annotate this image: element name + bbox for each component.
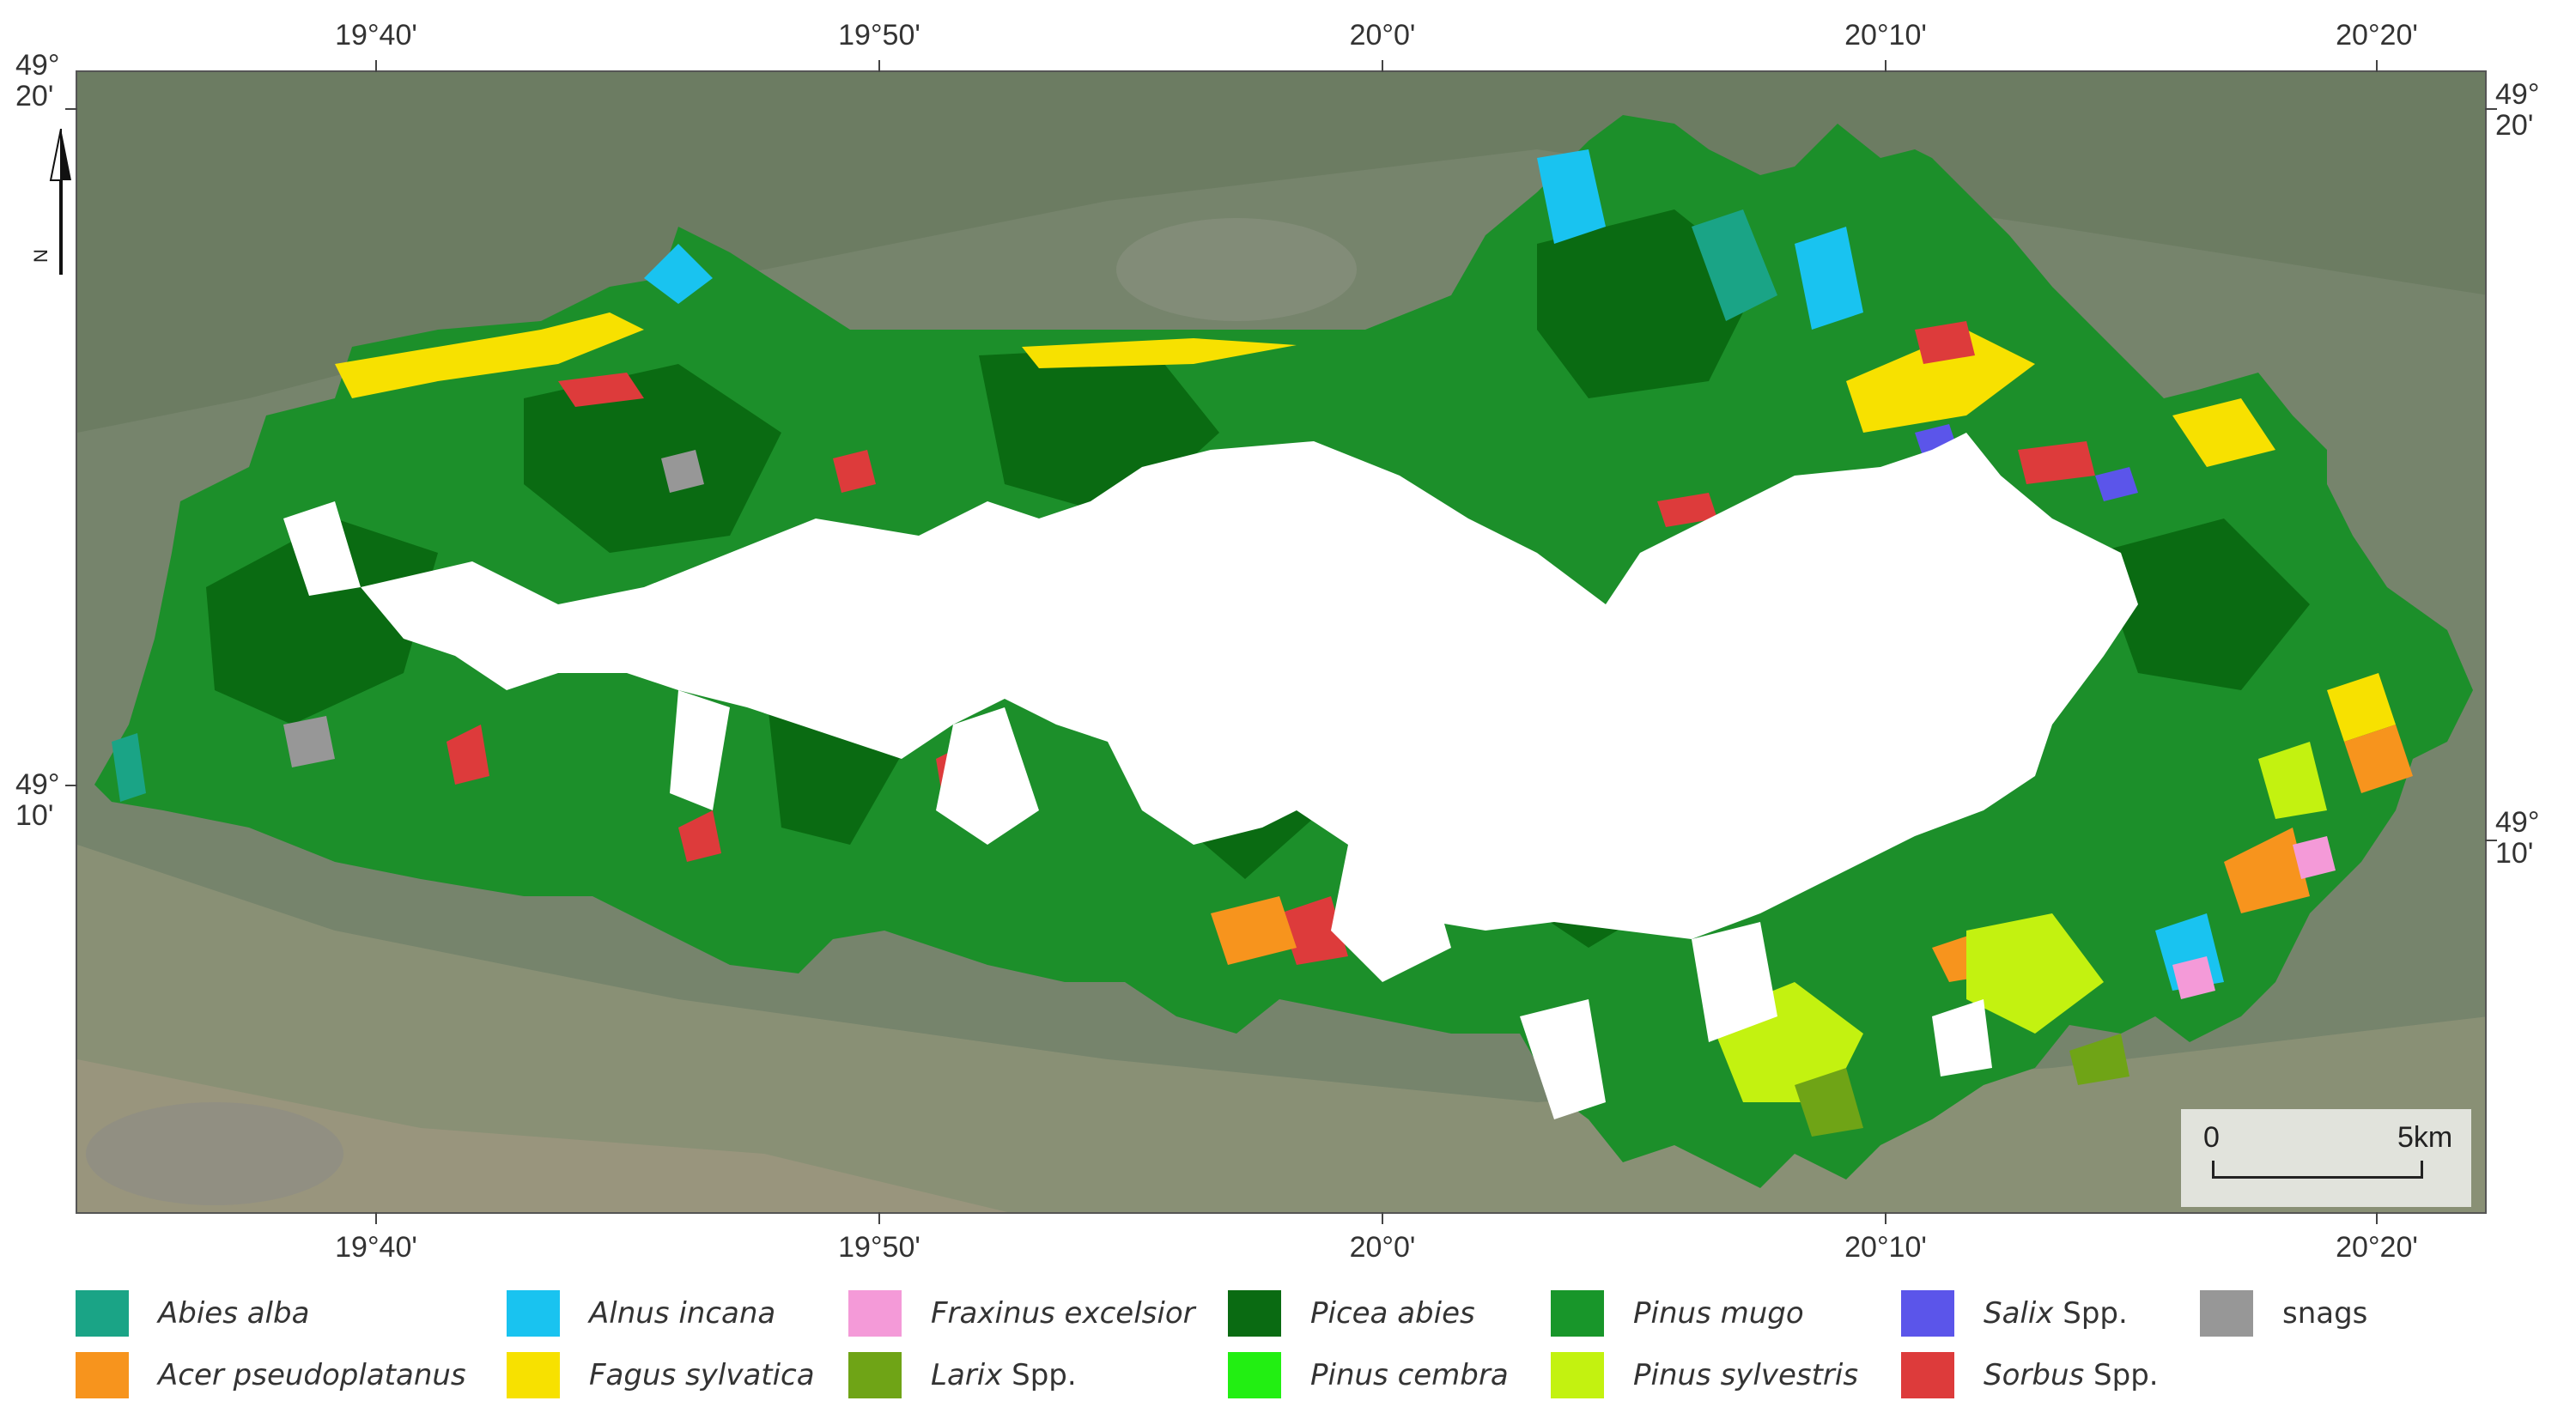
- legend-label: Salix Spp.: [1984, 1296, 2128, 1331]
- lon-label-top: 20°10': [1844, 19, 1927, 52]
- legend-label: Fagus sylvatica: [589, 1358, 815, 1392]
- legend-swatch: [1551, 1352, 1604, 1398]
- legend-swatch: [1228, 1290, 1281, 1337]
- legend-item-fraxinus-excelsior: Fraxinus excelsior: [848, 1288, 1195, 1339]
- lon-tick-top: [2376, 60, 2378, 72]
- scale-start-label: 0: [2203, 1121, 2220, 1154]
- legend-label: Picea abies: [1310, 1296, 1475, 1331]
- legend-swatch: [1901, 1352, 1954, 1398]
- legend-swatch: [507, 1290, 560, 1337]
- lon-tick-top: [1885, 60, 1886, 72]
- lon-tick-bottom: [878, 1212, 880, 1224]
- legend-item-alnus-incana: Alnus incana: [507, 1288, 775, 1339]
- legend-label: Sorbus Spp.: [1984, 1358, 2159, 1392]
- lat-degree: 49°: [15, 49, 60, 82]
- legend-label: Pinus cembra: [1310, 1358, 1509, 1392]
- lon-label-bottom: 19°50': [838, 1231, 920, 1264]
- legend-item-salix: Salix Spp.: [1901, 1288, 2128, 1339]
- lat-label-right: 49° 10': [2495, 807, 2539, 869]
- lat-tick-right: [2485, 108, 2497, 110]
- legend-item-fagus-sylvatica: Fagus sylvatica: [507, 1349, 815, 1401]
- lon-tick-top: [375, 60, 377, 72]
- lon-label-top: 19°50': [838, 19, 920, 52]
- alpine-nonforest-area: [361, 433, 2138, 939]
- legend-swatch: [507, 1352, 560, 1398]
- legend-item-snags: snags: [2200, 1288, 2367, 1339]
- legend-item-abies-alba: Abies alba: [76, 1288, 309, 1339]
- lon-label-bottom: 20°10': [1844, 1231, 1927, 1264]
- lon-tick-bottom: [1885, 1212, 1886, 1224]
- scale-end-label: 5km: [2397, 1121, 2453, 1154]
- scale-tick-end: [2421, 1161, 2423, 1179]
- legend-swatch: [1228, 1352, 1281, 1398]
- lat-degree: 49°: [2495, 78, 2540, 111]
- lat-tick-left: [65, 785, 77, 786]
- legend-item-picea-abies: Picea abies: [1228, 1288, 1475, 1339]
- legend: Abies alba Acer pseudoplatanus Alnus inc…: [76, 1288, 2497, 1408]
- lat-minute: 10': [2495, 837, 2534, 870]
- lon-tick-bottom: [2376, 1212, 2378, 1224]
- lat-degree: 49°: [2495, 806, 2540, 839]
- lat-tick-left: [65, 108, 77, 110]
- legend-swatch: [76, 1352, 129, 1398]
- legend-label: Larix Spp.: [931, 1358, 1077, 1392]
- lon-tick-bottom: [375, 1212, 377, 1224]
- lon-label-bottom: 19°40': [335, 1231, 417, 1264]
- legend-item-pinus-cembra: Pinus cembra: [1228, 1349, 1509, 1401]
- north-arrow-label: N: [29, 249, 52, 263]
- lon-tick-top: [1382, 60, 1383, 72]
- legend-item-acer-pseudoplatanus: Acer pseudoplatanus: [76, 1349, 466, 1401]
- legend-swatch: [76, 1290, 129, 1337]
- lat-label-left: 49° 10': [15, 769, 59, 831]
- legend-item-sorbus: Sorbus Spp.: [1901, 1349, 2159, 1401]
- legend-label: Acer pseudoplatanus: [158, 1358, 466, 1392]
- lat-degree: 49°: [15, 768, 60, 801]
- forest-species-map: [77, 72, 2485, 1212]
- scale-line: [2212, 1176, 2423, 1179]
- legend-label: snags: [2282, 1296, 2368, 1331]
- legend-swatch: [848, 1290, 902, 1337]
- map-frame[interactable]: 0 5km: [76, 70, 2487, 1214]
- legend-label: Fraxinus excelsior: [931, 1296, 1195, 1331]
- lon-label-top: 20°20': [2336, 19, 2418, 52]
- lat-minute: 20': [2495, 109, 2534, 142]
- lat-tick-right: [2485, 840, 2497, 841]
- lon-label-bottom: 20°20': [2336, 1231, 2418, 1264]
- lon-tick-top: [878, 60, 880, 72]
- scale-bar: 0 5km: [2181, 1109, 2471, 1207]
- legend-swatch: [848, 1352, 902, 1398]
- lon-label-top: 20°0': [1349, 19, 1416, 52]
- legend-label: Pinus sylvestris: [1633, 1358, 1859, 1392]
- legend-item-pinus-sylvestris: Pinus sylvestris: [1551, 1349, 1858, 1401]
- legend-item-pinus-mugo: Pinus mugo: [1551, 1288, 1804, 1339]
- legend-swatch: [1551, 1290, 1604, 1337]
- lat-label-left: 49° 20': [15, 50, 59, 112]
- legend-item-larix: Larix Spp.: [848, 1349, 1077, 1401]
- lon-label-top: 19°40': [335, 19, 417, 52]
- legend-swatch: [1901, 1290, 1954, 1337]
- legend-label: Abies alba: [158, 1296, 310, 1331]
- north-arrow-icon: [49, 129, 71, 275]
- lon-tick-bottom: [1382, 1212, 1383, 1224]
- legend-label: Alnus incana: [589, 1296, 776, 1331]
- lat-minute: 10': [15, 799, 54, 832]
- scale-tick-start: [2212, 1161, 2215, 1179]
- legend-swatch: [2200, 1290, 2253, 1337]
- lat-label-right: 49° 20': [2495, 79, 2539, 141]
- lat-minute: 20': [15, 80, 54, 112]
- legend-label: Pinus mugo: [1633, 1296, 1804, 1331]
- lon-label-bottom: 20°0': [1349, 1231, 1416, 1264]
